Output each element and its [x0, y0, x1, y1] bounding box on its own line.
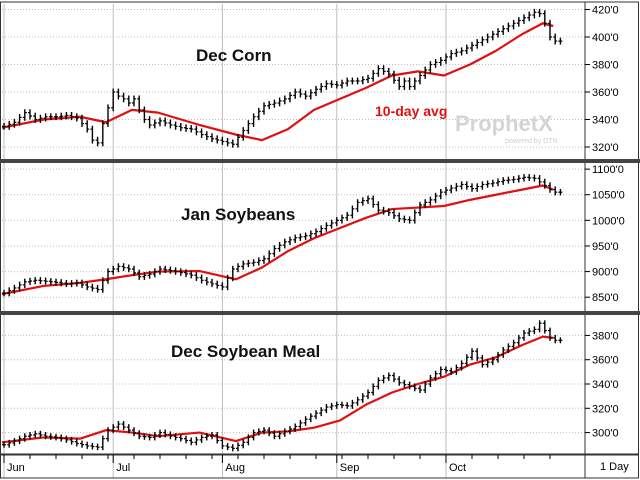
month-label: Oct: [449, 462, 466, 474]
soybean-panel: Jan Soybeans: [181, 205, 295, 224]
soybean-ytick-label: 1100'0: [592, 164, 624, 176]
panel-separator: [0, 159, 640, 163]
soymeal-panel-title: Dec Soybean Meal: [171, 342, 320, 361]
month-label: Jul: [116, 462, 130, 474]
corn-ytick-label: 400'0: [592, 32, 619, 44]
soymeal-ytick-label: 340'0: [592, 379, 619, 391]
corn-ytick-label: 380'0: [592, 60, 619, 72]
series-layer: [1, 8, 563, 452]
corn-ytick-label: 420'0: [592, 5, 619, 17]
corn-avg-annotation: 10-day avg: [375, 103, 447, 119]
soybean-ytick-label: 850'0: [592, 292, 619, 304]
corn-panel-title: Dec Corn: [196, 46, 272, 65]
watermark-brand: ProphetX: [455, 111, 553, 136]
corn-ytick-label: 340'0: [592, 115, 619, 127]
soymeal-ytick-label: 360'0: [592, 355, 619, 367]
corn-ytick-label: 320'0: [592, 142, 619, 154]
soybean-ytick-label: 900'0: [592, 267, 619, 279]
soymeal-ytick-label: 320'0: [592, 403, 619, 415]
soymeal-ytick-label: 300'0: [592, 428, 619, 440]
month-label: Jun: [7, 462, 25, 474]
month-label: Sep: [340, 462, 360, 474]
panel-separator: [0, 311, 640, 315]
corn-ytick-label: 360'0: [592, 87, 619, 99]
corn-panel: Dec Corn 10-day avg ProphetX powered by …: [196, 46, 558, 145]
grid-layer: [2, 4, 585, 478]
soybean-ytick-label: 1000'0: [592, 215, 625, 227]
soymeal-panel: Dec Soybean Meal: [171, 342, 320, 361]
corn-avg-line: [1, 22, 554, 142]
soybean-ytick-label: 950'0: [592, 241, 619, 253]
soybean-ytick-label: 1050'0: [592, 190, 625, 202]
x-axis-frame: [0, 454, 639, 479]
soybean-panel-title: Jan Soybeans: [181, 205, 295, 224]
month-label: Aug: [225, 462, 245, 474]
axis-labels-layer: Jun Jul Aug Sep Oct 320'0 340'0 360'0 380'0 400'0…: [3, 5, 625, 474]
corn-panel-frame: [0, 1, 639, 161]
prophetx-watermark: ProphetX powered by DTN: [455, 111, 558, 145]
soybean-avg-line: [1, 184, 554, 296]
watermark-tagline: powered by DTN: [505, 138, 558, 145]
period-label: 1 Day: [600, 461, 629, 473]
soymeal-ytick-label: 380'0: [592, 330, 619, 342]
